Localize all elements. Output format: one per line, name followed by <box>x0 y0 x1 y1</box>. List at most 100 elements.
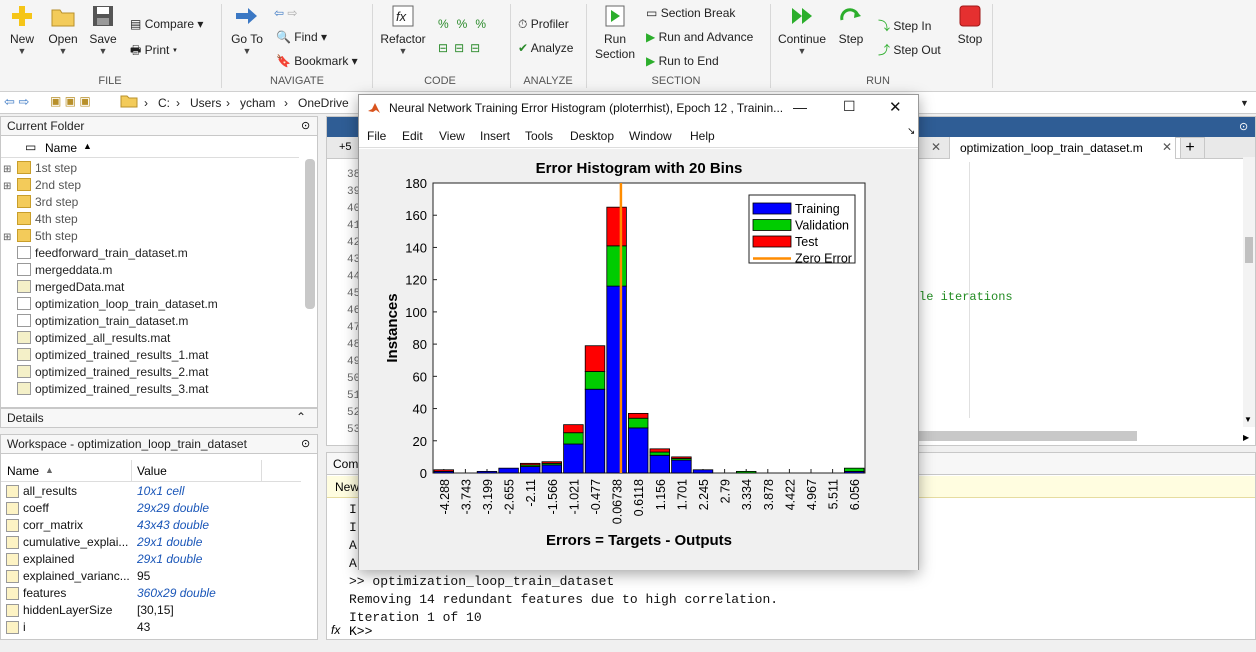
run-advance-button[interactable]: ▶ Run and Advance <box>646 30 753 44</box>
crumb-user[interactable]: ycham <box>240 96 276 110</box>
profiler-button[interactable]: ⏱ Profiler <box>518 17 569 32</box>
comment-tools[interactable]: %%% <box>438 17 494 31</box>
run-advance-icon: ▶ <box>646 30 656 44</box>
maximize-icon[interactable]: ☐ <box>843 98 856 114</box>
close-icon[interactable]: ✕ <box>889 99 902 116</box>
tab-active[interactable]: optimization_loop_train_dataset.m ✕ <box>949 137 1181 159</box>
back-forward-arrows[interactable]: ⇦ ⇨ <box>274 6 297 20</box>
current-folder-panel: Current Folder ⊙ ▭ Name ▲ ⊞ 1st step ⊞ 2nd … <box>0 116 318 408</box>
goto-button[interactable]: Go To ▼ <box>230 4 264 56</box>
scroll-thumb[interactable] <box>1245 237 1253 263</box>
figure-titlebar[interactable]: Neural Network Training Error Histogram … <box>359 95 918 121</box>
folder-item[interactable]: 4th step <box>3 212 78 229</box>
ws-col-name[interactable]: Name <box>7 464 40 478</box>
crumb-onedrive[interactable]: OneDrive <box>298 96 349 110</box>
bar-validation <box>563 432 584 445</box>
collapse-icon[interactable]: ⌃ <box>296 410 307 424</box>
menu-edit[interactable]: Edit <box>402 129 423 143</box>
step-button[interactable]: Step <box>836 4 866 46</box>
svg-text:fx: fx <box>396 9 407 24</box>
scroll-down-icon[interactable]: ▼ <box>1244 415 1252 424</box>
workspace-row[interactable]: i 43 <box>3 620 303 637</box>
folder-item[interactable]: ⊞ 1st step <box>3 161 77 178</box>
folder-item[interactable]: 3rd step <box>3 195 78 212</box>
folder-item[interactable]: optimization_train_dataset.m <box>3 314 188 331</box>
continue-button[interactable]: Continue ▼ <box>776 4 828 56</box>
folder-item[interactable]: optimized_trained_results_1.mat <box>3 348 208 365</box>
folder-item[interactable]: ⊞ 5th step <box>3 229 78 246</box>
menu-insert[interactable]: Insert <box>480 129 511 143</box>
workspace-row[interactable]: features 360x29 double <box>3 586 303 603</box>
stop-button[interactable]: Stop <box>954 4 986 46</box>
refactor-button[interactable]: fx Refactor ▼ <box>380 4 426 56</box>
tab-close-icon[interactable]: ✕ <box>931 140 942 154</box>
crumb-users[interactable]: Users <box>190 96 222 110</box>
folder-item[interactable]: ⊞ 2nd step <box>3 178 81 195</box>
bookmark-button[interactable]: 🔖 Bookmark ▾ <box>276 54 358 68</box>
bar-training <box>584 388 606 474</box>
fx-icon[interactable]: fx <box>331 623 341 637</box>
ws-col-value[interactable]: Value <box>137 464 167 478</box>
workspace-row[interactable]: explained_varianc... 95 <box>3 569 303 586</box>
compare-button[interactable]: ▤ Compare ▾ <box>130 17 204 31</box>
workspace-row[interactable]: hiddenLayerSize [30,15] <box>3 603 303 620</box>
run-to-end-button[interactable]: ▶ Run to End <box>646 54 719 68</box>
menu-tools[interactable]: Tools <box>525 129 554 143</box>
analyze-section-label: ANALYZE <box>523 75 573 87</box>
expand-icon[interactable]: ⊞ <box>3 164 12 175</box>
scroll-right-icon[interactable]: ▶ <box>1243 433 1250 442</box>
run-section-icon <box>602 4 628 28</box>
workspace-row[interactable]: corr_matrix 43x43 double <box>3 518 303 535</box>
details-panel[interactable]: Details ⌃ <box>0 408 318 428</box>
new-button[interactable]: New ▼ <box>8 4 36 56</box>
folder-item[interactable]: optimized_all_results.mat <box>3 331 170 348</box>
workspace-menu-icon[interactable]: ⊙ <box>301 438 311 450</box>
refactor-icon: fx <box>390 4 416 28</box>
step-in-button[interactable]: ⤵ Step In <box>878 17 931 34</box>
folder-item[interactable]: feedforward_train_dataset.m <box>3 246 188 263</box>
editor-menu-icon[interactable]: ⊙ <box>1239 121 1249 133</box>
open-button[interactable]: Open ▼ <box>46 4 80 56</box>
workspace-row[interactable]: explained 29x1 double <box>3 552 303 569</box>
folder-item[interactable]: mergeddata.m <box>3 263 112 280</box>
workspace-row[interactable]: coeff 29x29 double <box>3 501 303 518</box>
folder-tool-icons[interactable]: ▣ ▣ ▣ <box>50 94 91 108</box>
menu-view[interactable]: View <box>439 129 465 143</box>
bar-test <box>584 345 606 372</box>
folder-item[interactable]: optimized_trained_results_2.mat <box>3 365 208 382</box>
section-break-button[interactable]: ▭ Section Break <box>646 6 735 20</box>
address-dropdown-icon[interactable]: ▼ <box>1240 98 1249 108</box>
panel-menu-icon[interactable]: ⊙ <box>301 120 311 132</box>
workspace-row[interactable]: cumulative_explai... 29x1 double <box>3 535 303 552</box>
dock-arrow-icon[interactable]: ↘ <box>907 126 916 137</box>
command-prompt[interactable]: K>> <box>349 624 373 639</box>
menu-help[interactable]: Help <box>690 129 715 143</box>
menu-window[interactable]: Window <box>629 129 672 143</box>
col-name-header[interactable]: Name <box>45 141 78 155</box>
menu-desktop[interactable]: Desktop <box>570 129 615 143</box>
tab-close-icon[interactable]: ✕ <box>1162 140 1173 154</box>
find-button[interactable]: 🔍 Find ▾ <box>276 30 327 44</box>
new-tab-button[interactable]: + <box>1175 137 1205 159</box>
minimize-icon[interactable]: — <box>793 99 807 115</box>
run-section-button[interactable]: Run Section <box>594 4 636 62</box>
print-button[interactable]: 🖶 Print ▾ <box>130 43 178 57</box>
figure-window[interactable]: Neural Network Training Error Histogram … <box>358 94 919 570</box>
folder-item[interactable]: optimization_loop_train_dataset.m <box>3 297 218 314</box>
folder-item[interactable]: optimized_trained_results_3.mat <box>3 382 208 399</box>
expand-icon[interactable]: ⊞ <box>3 232 12 243</box>
horizontal-scrollbar[interactable] <box>917 431 1137 441</box>
vertical-scrollbar[interactable]: ▼ <box>1243 157 1255 427</box>
indent-tools[interactable]: ⊟⊟⊟ <box>438 41 486 55</box>
folder-item-label: feedforward_train_dataset.m <box>35 246 188 260</box>
folder-item[interactable]: mergedData.mat <box>3 280 124 297</box>
nav-arrows[interactable]: ⇦ ⇨ <box>4 94 29 110</box>
save-button[interactable]: Save ▼ <box>88 4 118 56</box>
menu-file[interactable]: File <box>367 129 387 143</box>
workspace-row[interactable]: all_results 10x1 cell <box>3 484 303 501</box>
step-out-button[interactable]: ⤴ Step Out <box>878 41 941 58</box>
expand-icon[interactable]: ⊞ <box>3 181 12 192</box>
scrollbar[interactable] <box>305 159 315 309</box>
analyze-button[interactable]: ✔ Analyze <box>518 41 573 55</box>
crumb-drive[interactable]: C: <box>158 96 170 110</box>
